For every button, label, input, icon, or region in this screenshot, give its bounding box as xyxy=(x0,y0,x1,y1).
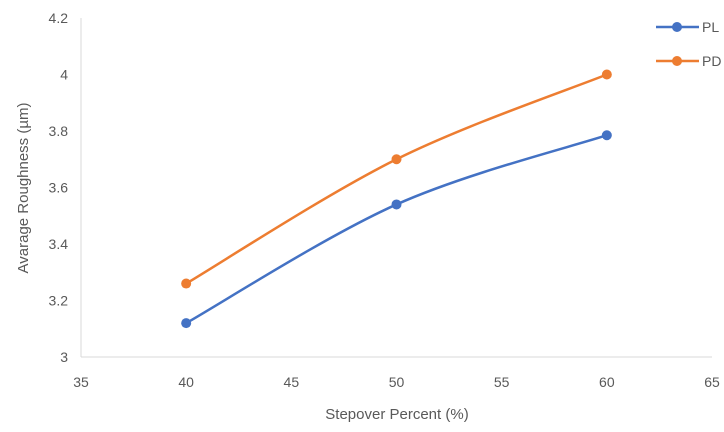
x-tick-label: 55 xyxy=(494,374,510,390)
data-point-pd xyxy=(391,154,402,165)
legend-marker-pl xyxy=(672,22,682,32)
data-point-pl xyxy=(181,318,192,329)
y-tick-label: 3.4 xyxy=(49,236,69,252)
y-tick-label: 3 xyxy=(60,349,68,365)
y-tick-label: 3.2 xyxy=(49,293,69,309)
legend-label-pd: PD xyxy=(702,53,721,69)
x-tick-label: 65 xyxy=(704,374,720,390)
y-tick-label: 3.8 xyxy=(49,123,69,139)
series-layer xyxy=(181,69,612,329)
x-tick-label: 40 xyxy=(178,374,194,390)
series-line-pd xyxy=(184,73,609,285)
data-point-pd xyxy=(601,69,612,80)
legend-label-pl: PL xyxy=(702,19,719,35)
x-tick-label: 35 xyxy=(73,374,89,390)
x-tick-label: 60 xyxy=(599,374,615,390)
y-tick-label: 4 xyxy=(60,67,68,83)
x-tick-label: 45 xyxy=(284,374,300,390)
y-axis-title: Avarage Roughness (µm) xyxy=(15,103,32,274)
axes-layer: 3 3.2 3.4 3.6 3.8 4 4.2 35 40 45 50 55 60 65 xyxy=(49,10,720,390)
legend: PL PD xyxy=(656,19,721,69)
y-tick-label: 4.2 xyxy=(49,10,69,26)
x-axis-title: Stepover Percent (%) xyxy=(325,406,468,423)
x-tick-label: 50 xyxy=(389,374,405,390)
data-point-pl xyxy=(601,130,612,141)
data-point-pl xyxy=(391,199,402,210)
y-tick-label: 3.6 xyxy=(49,180,69,196)
legend-marker-pd xyxy=(672,56,682,66)
data-point-pd xyxy=(181,278,192,289)
